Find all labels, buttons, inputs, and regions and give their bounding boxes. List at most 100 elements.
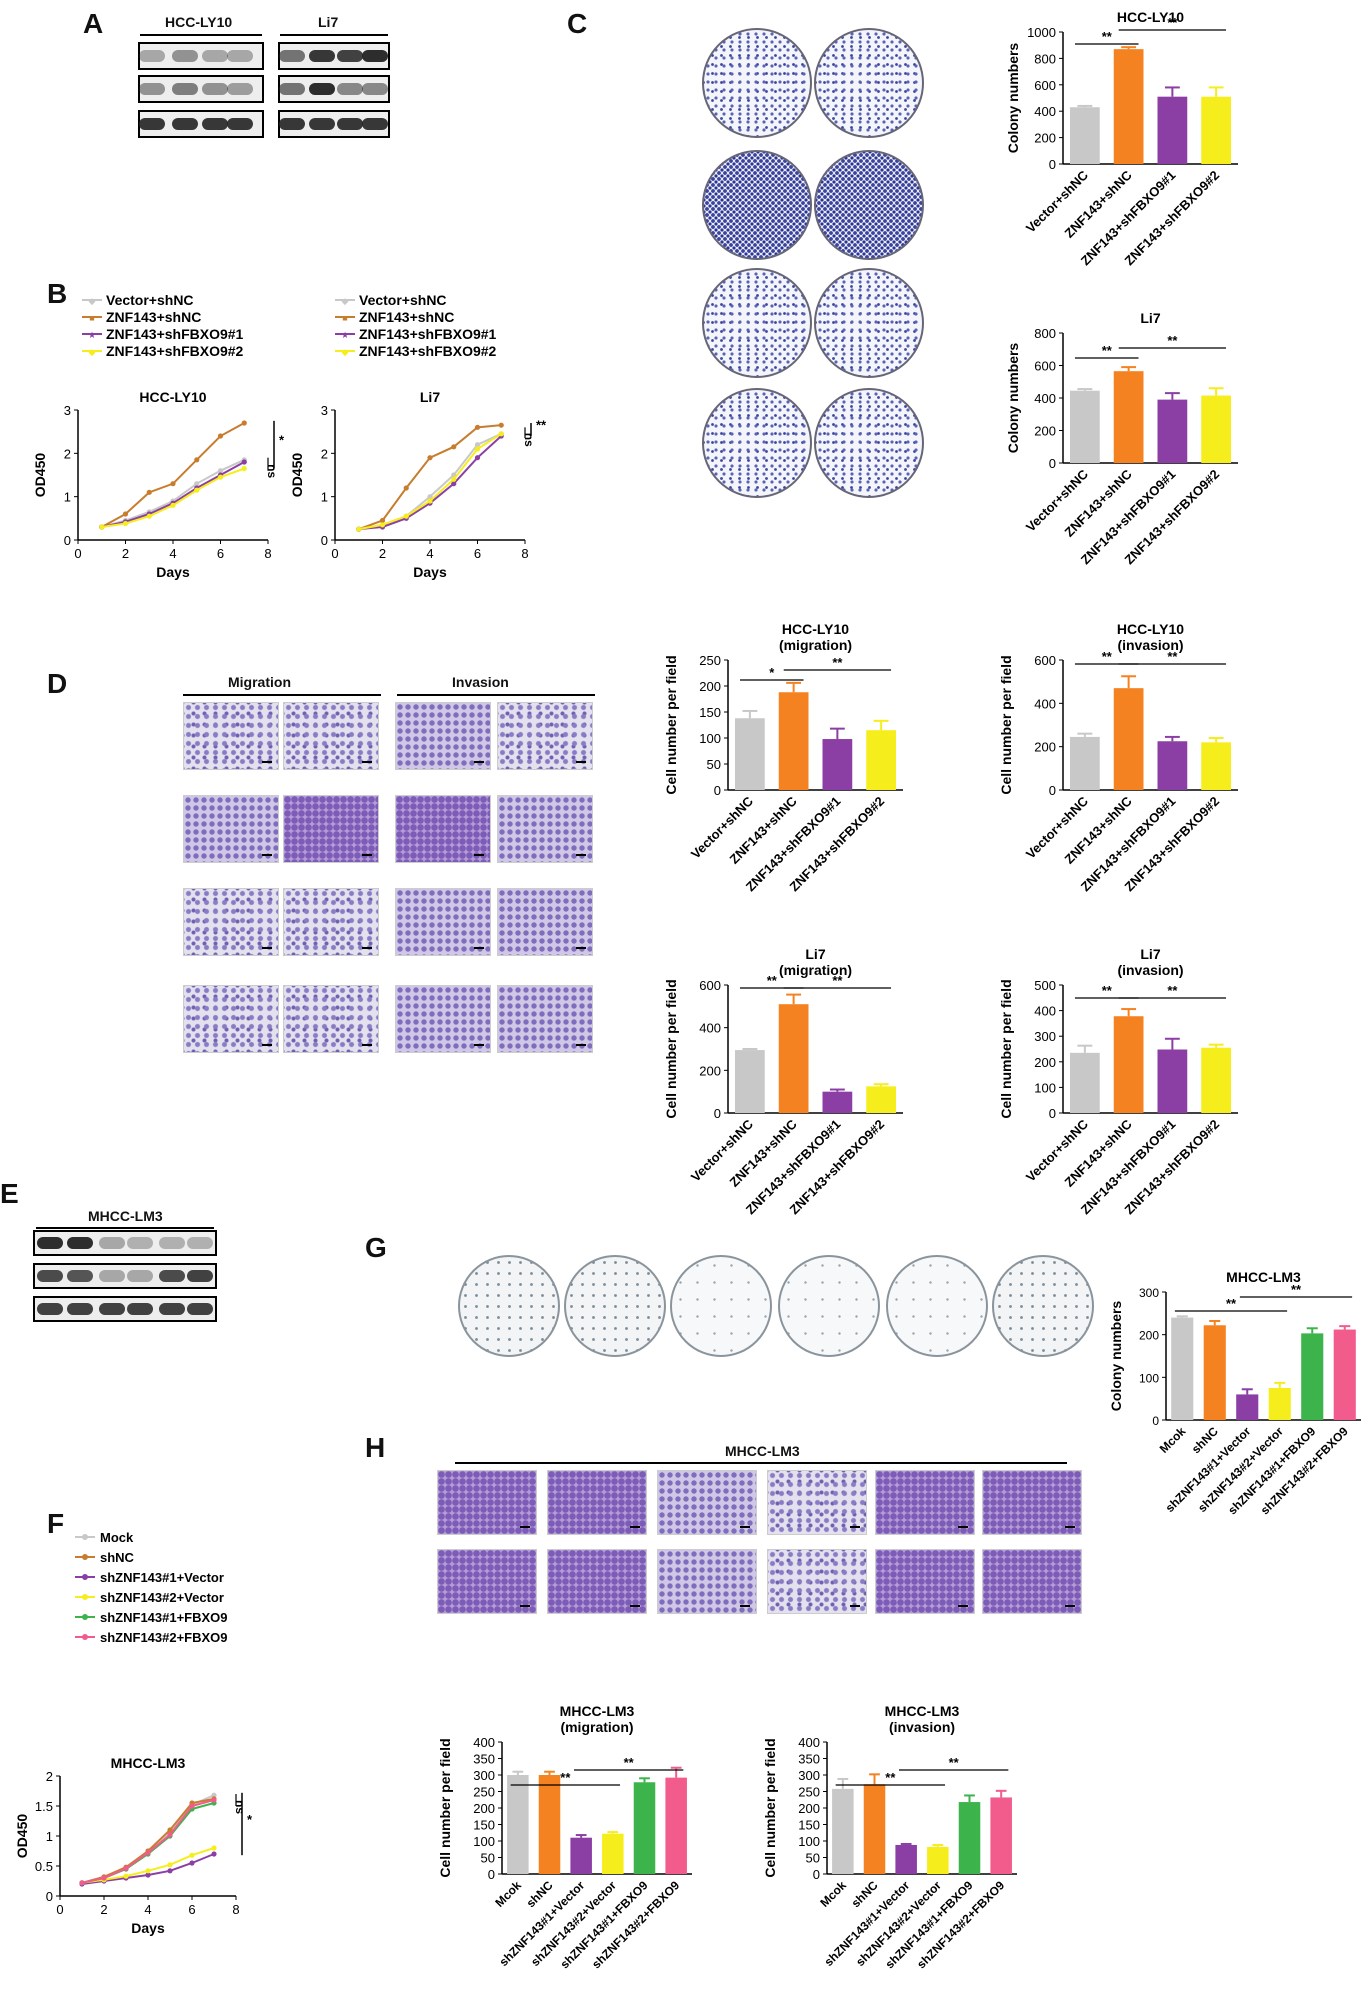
x-tick-label: 8 <box>264 546 271 561</box>
blot-a-band <box>227 83 253 95</box>
legend-label: Vector+shNC <box>106 292 194 308</box>
y-tick-label: 250 <box>699 653 721 668</box>
data-point <box>122 520 129 527</box>
data-point <box>167 1827 173 1833</box>
chart-subtitle: (invasion) <box>1117 637 1183 653</box>
blot-a-band <box>227 118 253 130</box>
legend-label: ZNF143+shNC <box>106 309 201 325</box>
significance-label: * <box>769 665 775 680</box>
y-tick-label: 150 <box>798 1818 820 1833</box>
bar <box>735 718 765 790</box>
y-tick-label: 0 <box>714 1106 721 1121</box>
bar <box>990 1797 1012 1874</box>
y-tick-label: 50 <box>481 1851 495 1866</box>
data-point <box>451 481 457 487</box>
significance-label: ** <box>1102 649 1113 664</box>
colony-dish <box>702 388 812 498</box>
chart-title: Li7 <box>420 389 440 405</box>
data-point <box>211 1851 217 1857</box>
data-point <box>474 446 481 452</box>
chart-title: Li7 <box>805 946 825 962</box>
transwell-micrograph <box>283 985 379 1053</box>
y-tick-label: 800 <box>1034 326 1056 341</box>
x-tick-label: 2 <box>379 546 386 561</box>
bar <box>1203 1325 1226 1420</box>
bar <box>1113 49 1144 164</box>
y-tick-label: 1000 <box>1027 25 1056 40</box>
bar <box>1113 371 1144 463</box>
data-point <box>99 524 105 530</box>
y-tick-label: 50 <box>707 757 721 772</box>
blot-e-band <box>67 1303 93 1315</box>
significance-label: ** <box>949 1755 960 1770</box>
blot-a-band <box>337 83 363 95</box>
chart-title: MHCC-LM3 <box>1226 1269 1301 1285</box>
data-point <box>403 485 409 491</box>
y-tick-label: 300 <box>1139 1286 1159 1300</box>
significance-label: ** <box>1226 1296 1237 1311</box>
transwell-micrograph <box>497 985 593 1053</box>
data-point <box>427 455 433 461</box>
y-tick-label: 0 <box>1049 783 1056 798</box>
transwell-micrograph <box>547 1470 647 1535</box>
blot-e-band <box>187 1270 213 1282</box>
data-point <box>145 1868 151 1874</box>
data-point <box>167 1832 173 1838</box>
data-point <box>379 517 386 524</box>
blot-a-band <box>227 50 253 62</box>
transwell-micrograph <box>982 1549 1082 1614</box>
legend-label: Mock <box>100 1530 134 1545</box>
significance-label: ** <box>1102 29 1113 44</box>
blot-a-band <box>172 118 198 130</box>
y-tick-label: 400 <box>699 1021 721 1036</box>
transwell-micrograph <box>283 888 379 956</box>
y-tick-label: 100 <box>699 731 721 746</box>
transwell-micrograph <box>547 1549 647 1614</box>
bar <box>735 1050 765 1113</box>
legend-label: ZNF143+shFBXO9#1 <box>106 326 244 342</box>
bar <box>1268 1388 1291 1420</box>
data-point <box>356 526 362 532</box>
x-tick-label: 8 <box>521 546 528 561</box>
y-tick-label: 3 <box>64 403 71 418</box>
colony-dish <box>702 28 812 138</box>
data-point <box>145 1872 151 1878</box>
y-tick-label: 200 <box>1034 424 1056 439</box>
blot-a-band <box>202 50 228 62</box>
legend-marker-icon <box>82 1534 88 1540</box>
blot-a-band <box>279 118 305 130</box>
y-tick-label: 0 <box>813 1867 820 1882</box>
blot-e-band <box>127 1237 153 1249</box>
chart-title: Li7 <box>1140 946 1160 962</box>
transwell-micrograph <box>183 985 279 1053</box>
blot-a-header-line <box>280 34 388 36</box>
bar <box>1201 742 1231 790</box>
y-tick-label: 200 <box>798 1801 820 1816</box>
y-tick-label: 250 <box>473 1785 495 1800</box>
transwell-micrograph <box>497 702 593 770</box>
y-tick-label: 0 <box>1049 1106 1056 1121</box>
blot-a-band <box>279 50 305 62</box>
chart-title: HCC-LY10 <box>782 621 849 637</box>
data-point <box>474 442 481 448</box>
x-tick-label: 0 <box>331 546 338 561</box>
data-point <box>123 1873 129 1879</box>
significance-label: ** <box>1102 343 1113 358</box>
blot-e-header-line <box>36 1227 214 1229</box>
y-tick-label: 500 <box>1034 978 1056 993</box>
transwell-micrograph <box>657 1470 757 1535</box>
blot-a-band <box>362 83 388 95</box>
x-tick-label: 8 <box>232 1902 239 1917</box>
y-tick-label: 1.5 <box>35 1799 53 1814</box>
bar <box>1201 96 1231 164</box>
blot-e-band <box>37 1303 63 1315</box>
colony-dish <box>814 388 924 498</box>
bar <box>778 692 809 790</box>
y-tick-label: 0 <box>321 533 328 548</box>
panel-label-f: F <box>47 1508 65 1539</box>
y-axis-label: Cell number per field <box>998 979 1014 1118</box>
y-tick-label: 0 <box>1049 456 1056 471</box>
y-tick-label: 400 <box>1034 1004 1056 1019</box>
x-tick-label: 6 <box>188 1902 195 1917</box>
stat-significance: * <box>247 1812 253 1827</box>
